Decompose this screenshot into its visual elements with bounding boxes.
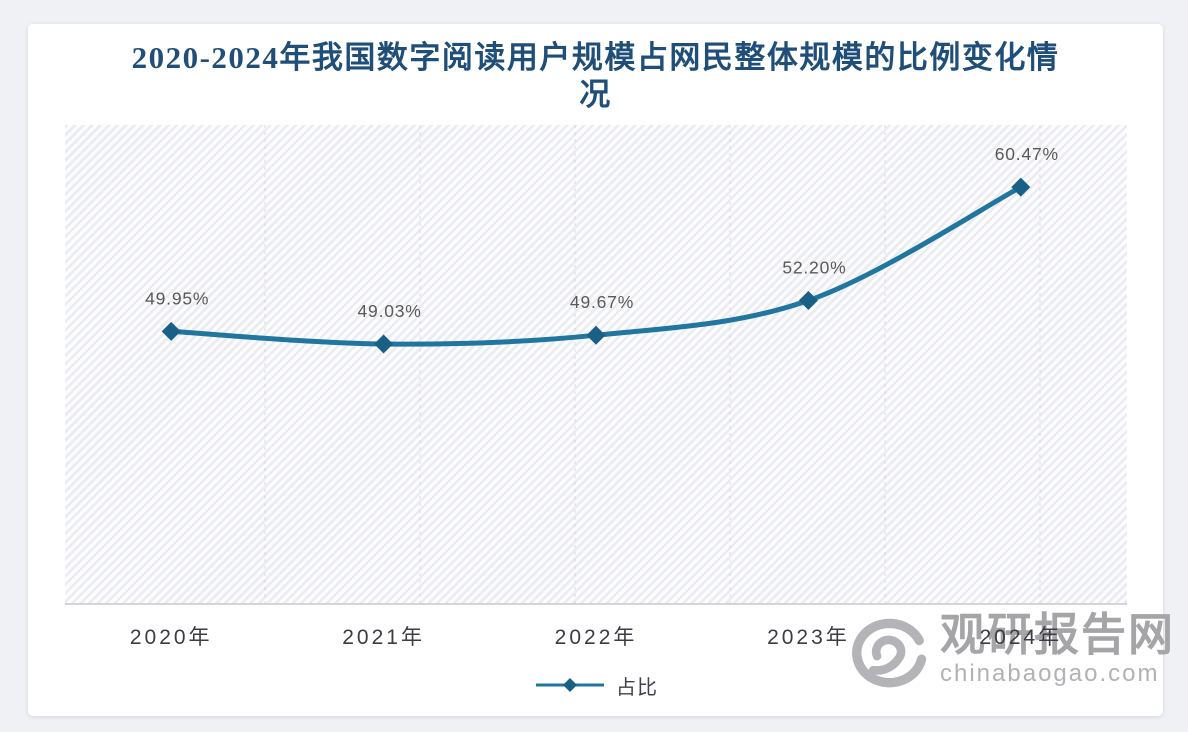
x-axis-label-2021: 2021年: [342, 626, 425, 649]
data-label: 49.03%: [358, 301, 422, 321]
data-label: 52.20%: [782, 258, 846, 278]
watermark: 观研报告网 chinabaogao.com: [844, 610, 1175, 692]
x-axis-label-2022: 2022年: [554, 626, 638, 649]
swirl-logo-icon: [852, 618, 927, 688]
x-axis: 2020年 2021年 2022年 2023年 2024年: [65, 622, 1127, 654]
legend-line-marker: [536, 678, 604, 692]
data-label: 60.47%: [995, 144, 1059, 164]
x-axis-label-2024: 2024年: [979, 626, 1063, 649]
legend: 占比: [65, 668, 1127, 702]
data-point-marker: [374, 334, 394, 354]
data-point-marker: [161, 321, 181, 341]
legend-label: 占比: [616, 676, 658, 699]
watermark-texts: 观研报告网 chinabaogao.com: [940, 610, 1175, 687]
data-label: 49.95%: [145, 288, 209, 308]
data-point-marker: [586, 325, 606, 345]
chart-title: 2020-2024年我国数字阅读用户规模占网民整体规模的比例变化情况: [131, 40, 1060, 112]
x-axis-label-2023: 2023年: [767, 626, 850, 649]
data-point-marker: [798, 291, 818, 311]
watermark-site-name: 观研报告网: [940, 609, 1176, 660]
chart-svg: 49.95% 49.03% 49.67% 52.20% 60.47%: [145, 125, 1059, 605]
series-line: [168, 184, 1024, 347]
data-label: 49.67%: [570, 292, 634, 312]
plot-area: 49.95% 49.03% 49.67% 52.20% 60.47%: [65, 125, 1127, 605]
x-axis-label-2020: 2020年: [129, 626, 213, 649]
watermark-site-url: chinabaogao.com: [940, 660, 1160, 687]
data-point-marker: [1011, 177, 1031, 197]
chart-card: 2020-2024年我国数字阅读用户规模占网民整体规模的比例变化情况 49.95…: [28, 24, 1173, 716]
